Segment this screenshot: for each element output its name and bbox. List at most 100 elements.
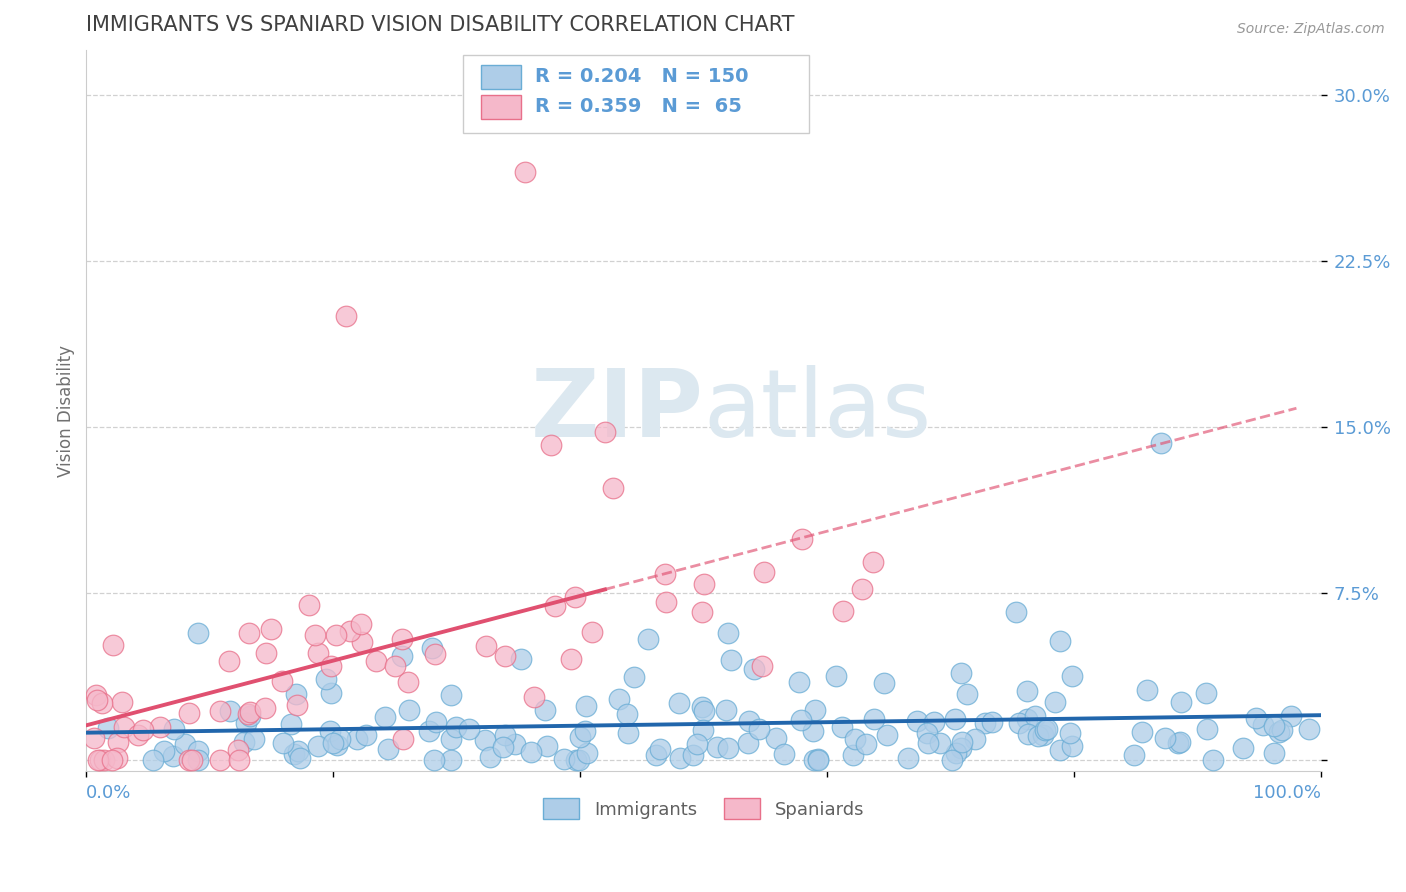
Point (873, 676, 896, 690)
Point (1263, 719, 1285, 733)
Point (717, 625, 740, 640)
Point (650, 741, 672, 756)
Point (283, 747, 305, 761)
Point (173, 737, 195, 751)
Point (1197, 723, 1219, 737)
Point (980, 714, 1002, 729)
Point (851, 582, 873, 597)
Point (475, 640, 498, 654)
Point (738, 714, 761, 728)
Text: atlas: atlas (704, 365, 932, 457)
Point (876, 728, 898, 742)
Point (350, 616, 373, 631)
Point (83, 731, 105, 745)
Point (790, 713, 813, 727)
Point (1244, 711, 1267, 725)
Point (422, 640, 444, 655)
Point (107, 735, 129, 749)
Point (565, 753, 588, 767)
Point (366, 653, 388, 667)
Point (1263, 746, 1285, 760)
Point (254, 700, 277, 714)
Point (807, 752, 830, 766)
Point (84, 688, 107, 702)
Point (1043, 695, 1066, 709)
Point (616, 726, 638, 740)
Point (86, 693, 108, 707)
FancyBboxPatch shape (481, 65, 522, 88)
Point (1049, 743, 1071, 757)
Point (329, 732, 352, 747)
Point (744, 661, 766, 675)
Point (105, 750, 128, 764)
Point (93, 753, 115, 767)
Point (1149, 435, 1171, 450)
Point (943, 712, 966, 726)
Text: IMMIGRANTS VS SPANIARD VISION DISABILITY CORRELATION CHART: IMMIGRANTS VS SPANIARD VISION DISABILITY… (86, 15, 794, 35)
Point (384, 658, 406, 673)
Point (863, 712, 886, 726)
Text: 0.0%: 0.0% (86, 784, 132, 802)
Point (1004, 605, 1026, 619)
Point (928, 736, 950, 750)
Point (187, 626, 209, 640)
Point (325, 628, 347, 642)
Point (440, 753, 463, 767)
Point (1032, 728, 1054, 742)
Point (862, 555, 884, 569)
Point (717, 740, 740, 755)
Point (607, 692, 630, 706)
Point (569, 730, 592, 744)
Point (149, 720, 172, 734)
Point (720, 653, 742, 667)
Point (233, 734, 256, 748)
Point (949, 666, 972, 681)
Point (218, 705, 240, 719)
Point (91, 696, 114, 710)
Point (1017, 727, 1039, 741)
Point (1298, 722, 1320, 736)
Point (391, 732, 413, 747)
Point (1271, 723, 1294, 738)
Point (352, 635, 374, 649)
Point (751, 658, 773, 673)
Point (423, 647, 446, 661)
Point (1251, 718, 1274, 732)
Point (560, 652, 582, 666)
Point (177, 706, 200, 721)
Point (89, 753, 111, 767)
Point (142, 753, 165, 767)
Point (922, 715, 945, 730)
Point (773, 747, 796, 761)
Point (668, 751, 690, 765)
Point (915, 726, 938, 740)
Point (714, 702, 737, 716)
Point (644, 747, 666, 762)
Point (567, 753, 589, 767)
Point (1049, 633, 1071, 648)
Point (285, 698, 308, 713)
Point (446, 720, 468, 734)
Point (974, 716, 997, 731)
Point (540, 438, 562, 452)
Point (307, 739, 329, 753)
Point (270, 673, 292, 688)
Point (254, 646, 277, 660)
Text: R = 0.204   N = 150: R = 0.204 N = 150 (534, 67, 748, 86)
FancyBboxPatch shape (481, 95, 522, 119)
Point (602, 481, 624, 495)
Point (790, 532, 813, 546)
Point (510, 652, 533, 666)
Point (965, 731, 987, 746)
Point (1059, 726, 1081, 740)
Point (534, 703, 557, 717)
Point (1232, 740, 1254, 755)
Point (1033, 723, 1056, 738)
Point (905, 714, 928, 728)
Point (575, 699, 598, 714)
Point (152, 744, 174, 758)
Point (377, 741, 399, 756)
Point (101, 638, 124, 652)
Point (285, 687, 308, 701)
Point (208, 753, 231, 767)
